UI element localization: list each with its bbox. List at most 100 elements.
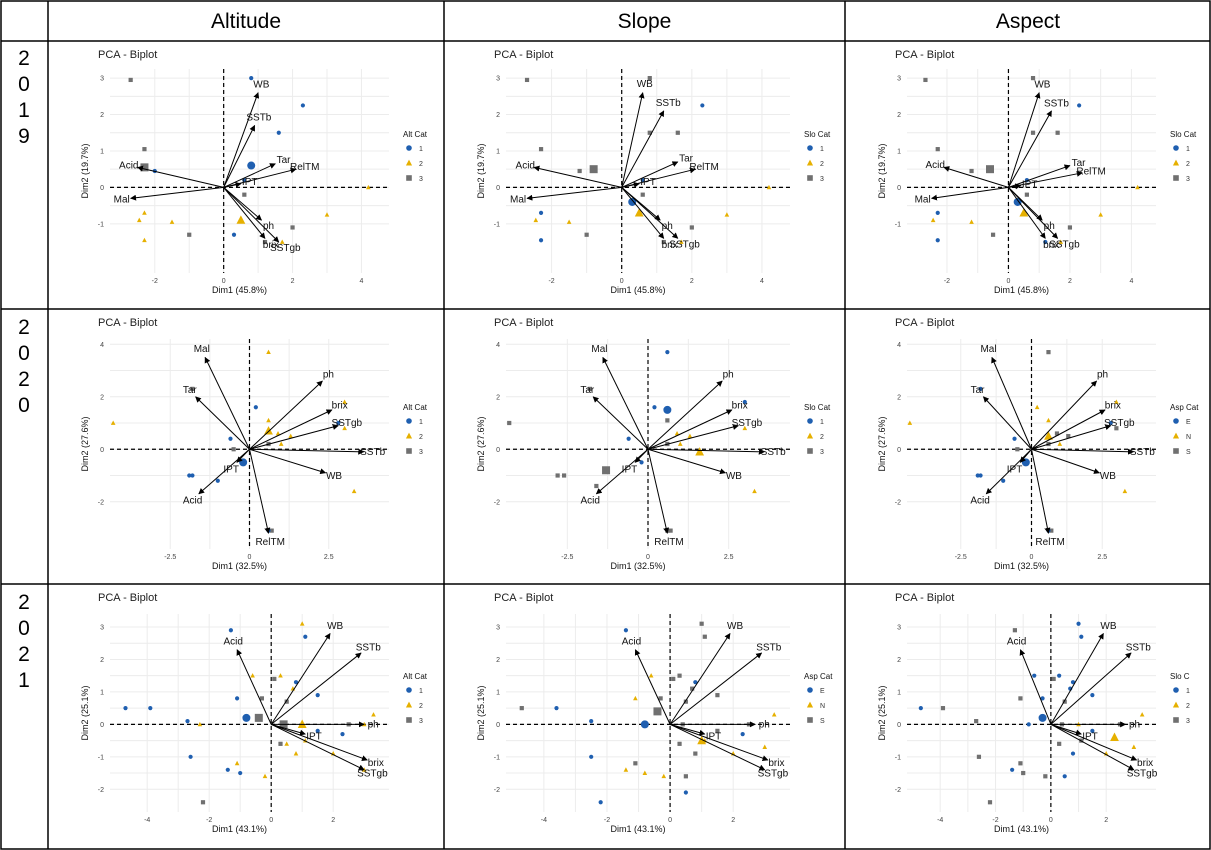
- y-tick-label: 0: [100, 447, 104, 454]
- x-tick-label: 0: [668, 817, 672, 824]
- variable-label: Acid: [1007, 637, 1026, 648]
- loading-arrow: [236, 649, 272, 725]
- variable-label: SSTgb: [1104, 418, 1135, 429]
- legend-key: [406, 175, 412, 181]
- data-point: [675, 130, 680, 135]
- y-tick-label: -1: [895, 754, 901, 761]
- data-point: [689, 225, 694, 230]
- data-point: [1067, 225, 1073, 230]
- y-tick-label: 0: [897, 447, 901, 454]
- data-point: [661, 239, 666, 245]
- variable-label: SSTb: [1126, 643, 1151, 654]
- variable-label: Acid: [516, 160, 535, 171]
- x-tick-label: -2.5: [955, 554, 967, 561]
- data-point: [242, 178, 247, 183]
- variable-label: RelTM: [290, 162, 319, 173]
- variable-label: RelTM: [1076, 166, 1105, 177]
- data-point: [683, 774, 688, 779]
- data-point: [715, 693, 720, 698]
- legend-key: [807, 145, 813, 151]
- data-point: [215, 478, 220, 483]
- data-point: [975, 473, 980, 478]
- data-point: [1030, 130, 1036, 135]
- y-tick-label: 0: [496, 447, 500, 454]
- legend-title: Asp Cat: [1170, 403, 1199, 412]
- data-point: [1044, 431, 1053, 440]
- data-point: [990, 232, 996, 237]
- variable-label: WB: [253, 79, 269, 90]
- data-point: [342, 425, 347, 431]
- x-tick-label: -4: [937, 817, 943, 824]
- x-axis-label: Dim1 (45.8%): [994, 285, 1049, 295]
- data-point: [628, 197, 637, 206]
- variable-label: brix: [1137, 758, 1153, 769]
- y-tick-label: 0: [100, 722, 104, 729]
- variable-label: ph: [1129, 719, 1140, 730]
- loading-arrow: [249, 409, 333, 450]
- loading-arrow: [223, 187, 280, 243]
- data-point: [247, 161, 256, 170]
- y-tick-label: 1: [496, 689, 500, 696]
- loading-arrow: [621, 187, 679, 239]
- legend-key: [807, 418, 813, 424]
- data-point: [623, 628, 629, 633]
- x-tick-label: 0: [1030, 554, 1034, 561]
- data-point: [1070, 751, 1076, 756]
- data-point: [290, 225, 295, 230]
- variable-label: brix: [263, 240, 279, 251]
- data-point: [584, 232, 589, 237]
- column-header-aspect: Aspect: [995, 10, 1061, 33]
- column-header-slope: Slope: [617, 10, 672, 33]
- legend-label: E: [820, 688, 825, 695]
- loading-arrow: [271, 723, 368, 761]
- y-tick-label: 2: [100, 657, 104, 664]
- data-point: [1018, 696, 1023, 701]
- data-point: [555, 473, 560, 478]
- y-axis-label: Dim2 (27.6%): [877, 416, 887, 471]
- variable-label: SSTgb: [1049, 239, 1080, 250]
- variable-label: Acid: [925, 160, 944, 171]
- variable-label: Mal: [591, 344, 607, 355]
- y-tick-label: 3: [897, 624, 901, 631]
- x-tick-label: 2: [291, 278, 295, 285]
- loading-arrow: [647, 380, 723, 450]
- legend-label: 2: [419, 161, 423, 168]
- x-tick-label: -4: [144, 817, 150, 824]
- variable-label: brix: [1105, 400, 1121, 411]
- legend-key: [807, 175, 813, 181]
- variable-label: brix: [332, 400, 348, 411]
- data-point: [766, 184, 772, 190]
- y-tick-label: -1: [98, 221, 104, 228]
- x-tick-label: 0: [1049, 817, 1053, 824]
- x-tick-label: -4: [541, 817, 547, 824]
- y-tick-label: 4: [897, 342, 901, 349]
- legend-label: 3: [1186, 176, 1190, 183]
- data-point: [639, 460, 644, 465]
- loading-arrow: [270, 652, 362, 725]
- loading-arrow: [249, 449, 271, 534]
- data-point: [264, 426, 273, 435]
- data-point: [671, 676, 676, 682]
- data-point: [185, 719, 190, 724]
- y-axis-label: Dim2 (25.1%): [476, 685, 486, 740]
- data-point: [1043, 239, 1048, 245]
- data-point: [687, 433, 693, 439]
- y-tick-label: -1: [98, 754, 104, 761]
- loading-arrow: [1050, 632, 1104, 725]
- legend-title: Slo Cat: [804, 403, 831, 412]
- legend-key: [1173, 175, 1179, 181]
- y-axis-label: Dim2 (25.1%): [80, 685, 90, 740]
- data-point: [1013, 197, 1022, 206]
- variable-label: IPT: [1007, 464, 1023, 475]
- data-point: [699, 621, 704, 626]
- data-point: [1062, 774, 1067, 779]
- variable-label: WB: [326, 471, 342, 482]
- data-point: [647, 76, 652, 81]
- data-point: [598, 800, 603, 805]
- legend-key: [1172, 432, 1180, 439]
- data-point: [279, 239, 285, 244]
- data-point: [693, 680, 698, 685]
- loading-arrow: [198, 448, 250, 495]
- panel-title: PCA - Biplot: [98, 49, 157, 61]
- legend-key: [807, 448, 813, 454]
